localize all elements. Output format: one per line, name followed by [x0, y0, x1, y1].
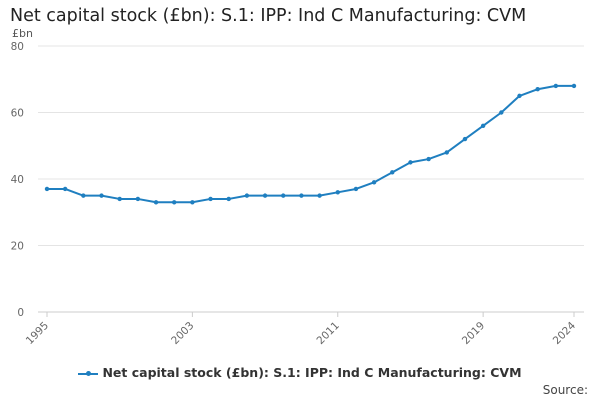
data-point	[571, 83, 577, 89]
data-point	[480, 123, 486, 128]
data-point	[499, 110, 504, 115]
data-point	[153, 200, 159, 205]
x-tick-label: 2019	[460, 320, 487, 347]
y-tick-label: 40	[11, 174, 24, 186]
x-tick-label: 2003	[169, 320, 196, 347]
y-tick-label: 20	[11, 241, 24, 253]
x-tick-label: 1995	[24, 320, 51, 347]
data-point	[299, 193, 304, 198]
data-point	[62, 186, 68, 192]
legend-swatch-icon	[78, 369, 99, 379]
data-point	[135, 196, 141, 202]
series-line	[47, 84, 574, 204]
y-axis-unit-label: £bn	[12, 27, 33, 40]
data-point	[517, 93, 522, 99]
data-point	[262, 193, 268, 198]
data-point	[335, 190, 340, 195]
data-point	[390, 170, 395, 175]
data-point	[281, 193, 286, 198]
data-point	[426, 156, 431, 162]
x-tick-label: 2011	[314, 320, 341, 347]
legend-label: Net capital stock (£bn): S.1: IPP: Ind C…	[102, 365, 522, 380]
data-point	[81, 193, 86, 198]
y-tick-label: 60	[11, 108, 24, 120]
legend[interactable]: Net capital stock (£bn): S.1: IPP: Ind C…	[0, 365, 600, 380]
data-point	[408, 160, 413, 165]
y-tick-label: 0	[17, 307, 24, 319]
data-point	[317, 193, 322, 198]
data-point	[371, 180, 377, 185]
data-point	[99, 193, 104, 198]
data-point	[44, 186, 50, 192]
data-point	[444, 150, 449, 155]
data-point	[553, 83, 559, 89]
x-tick-label: 2024	[551, 319, 579, 347]
data-point	[353, 186, 359, 192]
data-point	[208, 196, 213, 202]
source-label: Source:	[542, 383, 588, 397]
data-point	[226, 196, 231, 202]
data-point	[462, 136, 468, 142]
chart-title: Net capital stock (£bn): S.1: IPP: Ind C…	[10, 6, 527, 26]
data-point	[190, 200, 195, 205]
data-point	[117, 196, 122, 202]
data-point	[535, 87, 540, 92]
y-tick-label: 80	[11, 41, 24, 53]
data-point	[172, 200, 177, 205]
data-point	[244, 193, 250, 198]
